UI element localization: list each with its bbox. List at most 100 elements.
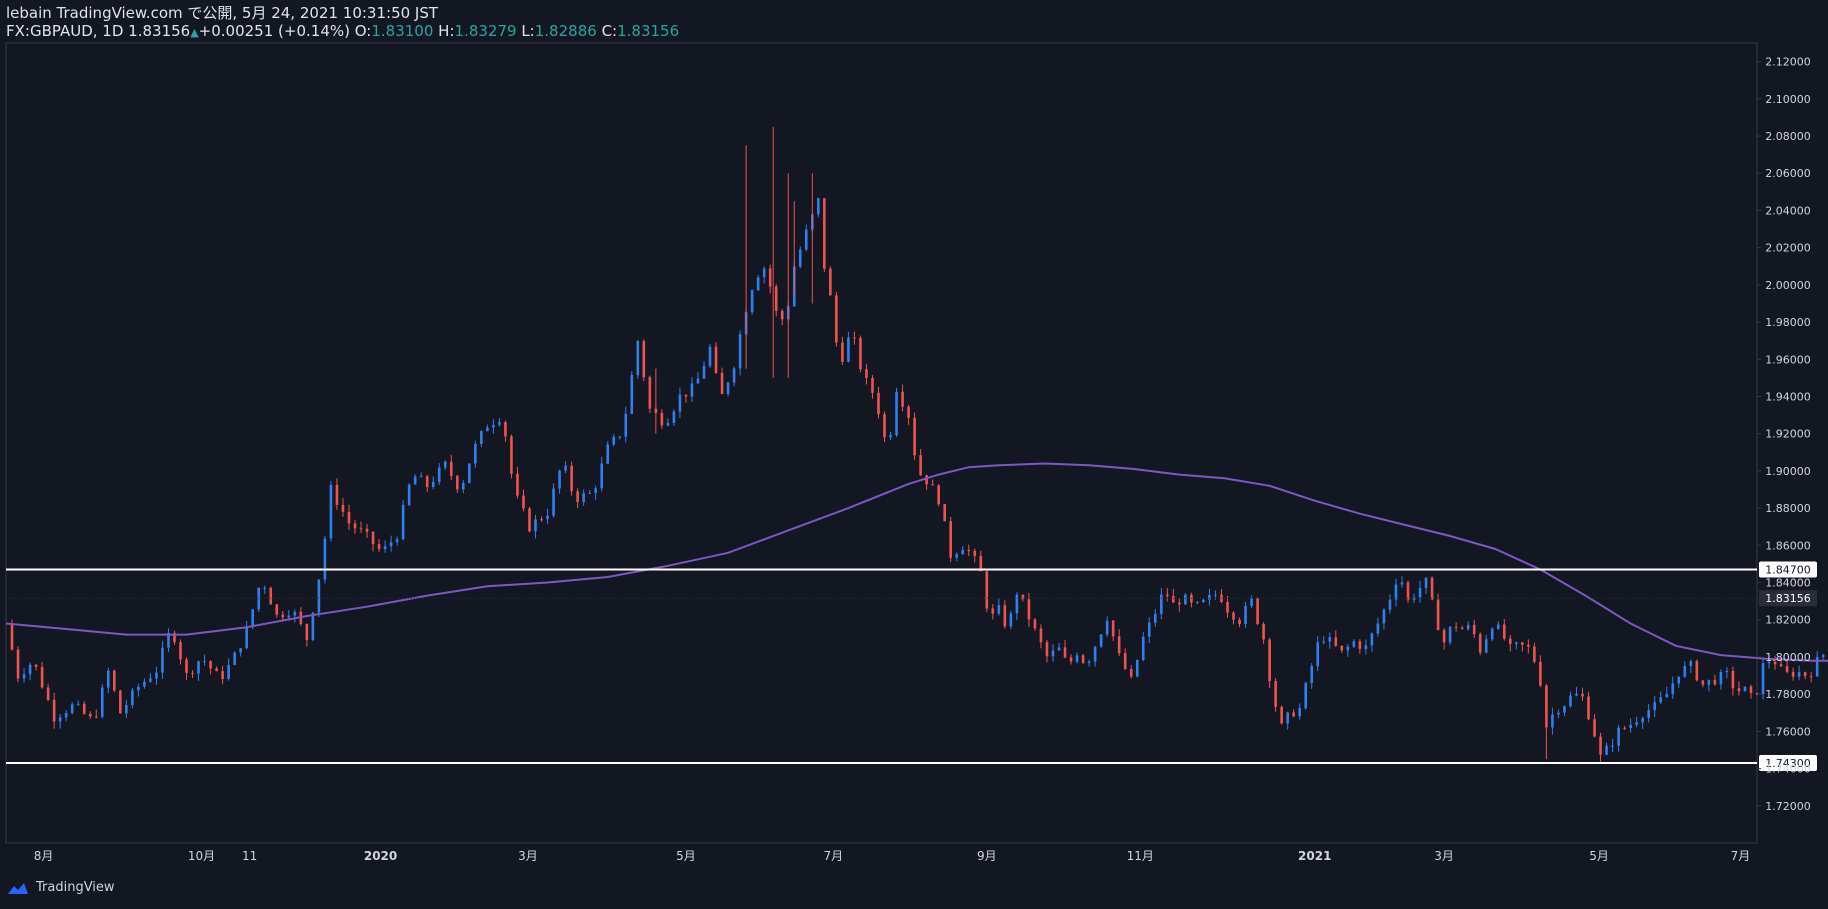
candle-down xyxy=(901,391,904,407)
candle-up xyxy=(263,587,267,589)
candle-down xyxy=(1701,680,1705,685)
candle-up xyxy=(1352,641,1356,647)
candle-down xyxy=(455,475,459,490)
candle-down xyxy=(1081,655,1085,663)
y-tick-label: 1.78000 xyxy=(1765,688,1811,701)
candle-up xyxy=(143,681,146,687)
y-tick-label: 2.10000 xyxy=(1765,93,1811,106)
candle-down xyxy=(943,504,946,522)
hline-label: 1.74300 xyxy=(1765,757,1811,770)
candle-down xyxy=(1340,645,1344,651)
candle-down xyxy=(1599,736,1602,755)
candle-up xyxy=(1575,693,1578,696)
candle-up xyxy=(1496,624,1500,629)
candle-down xyxy=(1406,582,1410,600)
candle-up xyxy=(1665,694,1669,698)
candle-up xyxy=(997,605,1001,614)
candle-up xyxy=(1364,645,1368,649)
candle-up xyxy=(1250,598,1253,606)
candle-up xyxy=(1815,657,1819,677)
candle-up xyxy=(1208,594,1211,600)
candle-up xyxy=(1196,602,1199,604)
candle-up xyxy=(100,687,104,717)
candle-up xyxy=(1015,594,1019,614)
candle-down xyxy=(1021,594,1025,600)
candle-down xyxy=(1063,647,1067,658)
candle-up xyxy=(1611,745,1614,747)
candle-down xyxy=(209,661,212,669)
candle-down xyxy=(925,475,928,485)
candle-up xyxy=(756,277,760,291)
candle-down xyxy=(1749,686,1753,694)
candle-up xyxy=(486,427,489,432)
candle-down xyxy=(883,414,886,438)
candle-down xyxy=(937,485,940,505)
candle-down xyxy=(871,378,874,393)
candle-down xyxy=(52,699,56,722)
candle-up xyxy=(1725,670,1729,673)
candle-up xyxy=(1184,594,1187,605)
candle-up xyxy=(1563,706,1566,713)
candle-up xyxy=(847,337,850,362)
candle-down xyxy=(913,417,916,456)
y-tick-label: 1.94000 xyxy=(1765,390,1811,403)
candle-down xyxy=(642,341,646,378)
candle-up xyxy=(1135,659,1139,677)
symbol-label[interactable]: FX:GBPAUD, 1D xyxy=(6,22,124,40)
candle-up xyxy=(1424,577,1428,588)
candle-down xyxy=(16,649,20,679)
tradingview-logo[interactable]: TradingView xyxy=(6,880,115,895)
candle-down xyxy=(1003,605,1007,627)
candle-up xyxy=(419,476,423,478)
candle-down xyxy=(1737,688,1741,692)
candle-up xyxy=(462,482,465,490)
y-tick-label: 2.04000 xyxy=(1765,204,1811,217)
candle-down xyxy=(1280,706,1283,724)
candle-down xyxy=(522,495,525,509)
candle-up xyxy=(1466,624,1470,630)
candle-down xyxy=(353,523,357,529)
last-price: 1.83156 xyxy=(128,22,191,40)
candle-up xyxy=(245,627,248,649)
hline-label-bg xyxy=(1759,561,1817,578)
publish-info: lebain TradingView.com で公開, 5月 24, 2021 … xyxy=(6,4,439,22)
candle-up xyxy=(1376,623,1380,634)
candle-up xyxy=(1370,633,1374,646)
candle-up xyxy=(1490,628,1494,640)
candle-up xyxy=(58,717,62,722)
candle-down xyxy=(648,377,652,409)
candle-up xyxy=(197,661,200,674)
candle-up xyxy=(1743,686,1747,692)
candle-down xyxy=(1334,637,1338,646)
plot-frame xyxy=(5,42,1758,844)
moving-average-line xyxy=(5,462,1828,662)
candle-down xyxy=(1593,719,1596,737)
candle-down xyxy=(1178,602,1181,605)
candle-up xyxy=(233,652,236,665)
candle-down xyxy=(1785,666,1789,672)
candle-up xyxy=(1551,714,1554,728)
candle-down xyxy=(780,310,784,320)
candle-down xyxy=(985,571,989,609)
candle-up xyxy=(732,368,736,383)
candle-up xyxy=(311,612,315,640)
y-tick-label: 1.72000 xyxy=(1765,800,1811,813)
candle-up xyxy=(413,476,417,485)
candle-down xyxy=(1508,638,1512,645)
candle-up xyxy=(106,670,110,688)
candle-up xyxy=(474,444,477,464)
candle-up xyxy=(726,382,730,395)
candle-up xyxy=(1797,672,1801,677)
candle-up xyxy=(161,647,164,673)
candles xyxy=(10,197,1828,762)
candle-up xyxy=(1689,661,1693,667)
candle-up xyxy=(1394,584,1398,600)
candle-down xyxy=(774,286,778,311)
candle-up xyxy=(690,383,694,397)
x-tick-label: 8月 xyxy=(34,849,54,863)
candle-up xyxy=(564,465,567,471)
candle-up xyxy=(1009,613,1013,627)
candle-down xyxy=(1454,626,1458,628)
y-tick-label: 1.88000 xyxy=(1765,502,1811,515)
